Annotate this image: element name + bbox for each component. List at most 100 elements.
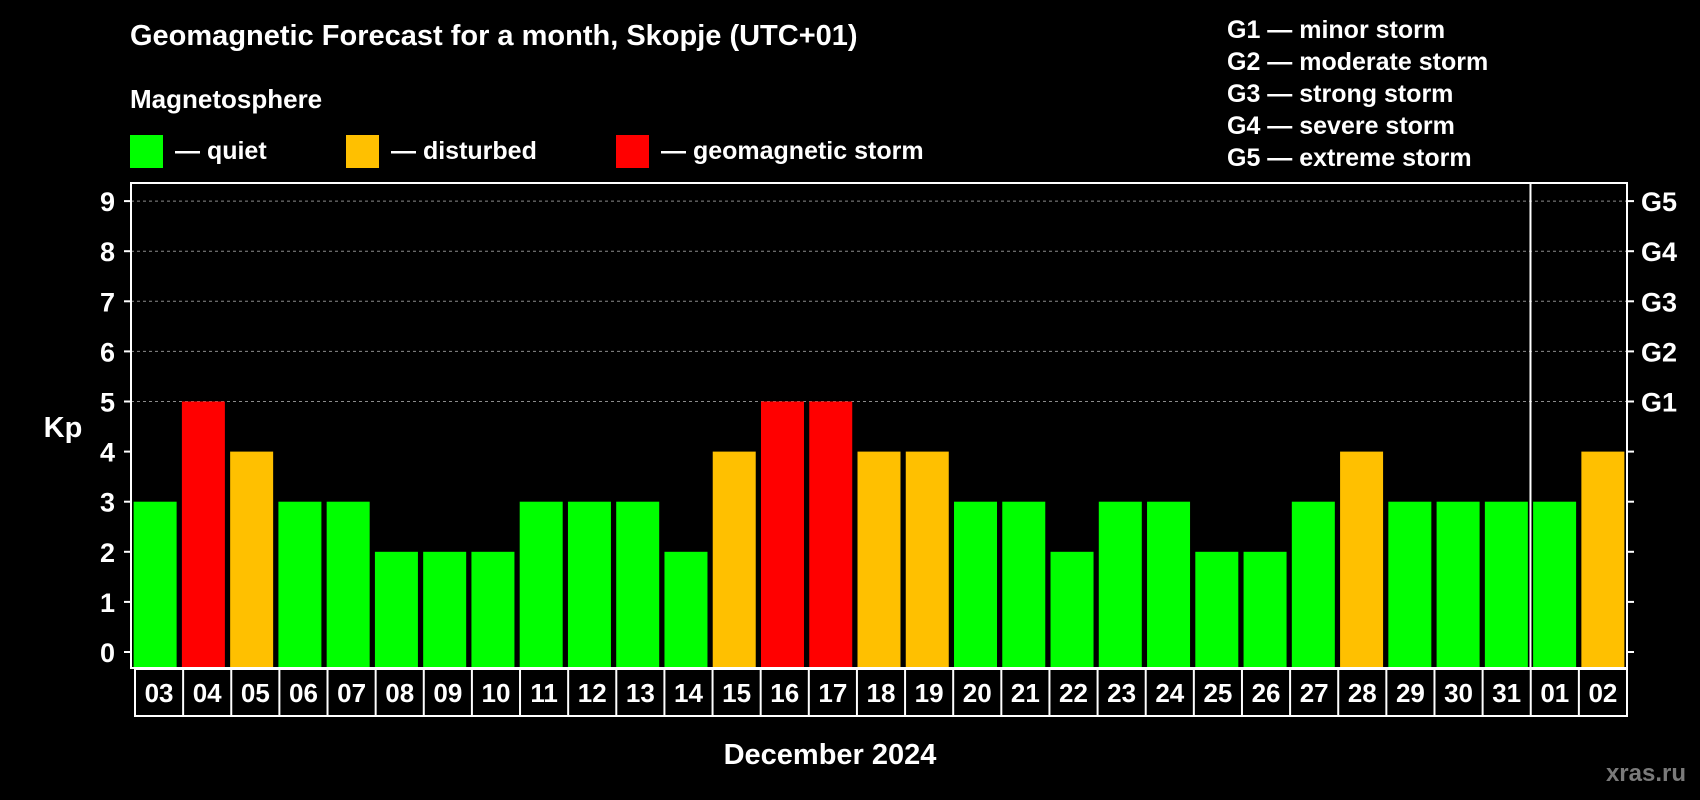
legend-heading: Magnetosphere xyxy=(130,84,323,114)
bar-15 xyxy=(712,451,756,668)
g-scale-g2: G2 — moderate storm xyxy=(1227,48,1489,76)
bar-22 xyxy=(1050,551,1094,668)
bar-11 xyxy=(519,501,563,668)
x-axis-label: December 2024 xyxy=(724,739,937,771)
y-tick-label: 3 xyxy=(100,488,115,518)
legend-quiet-swatch xyxy=(130,134,163,168)
y-axis-label: Kp xyxy=(44,412,83,444)
x-tick-label-26: 26 xyxy=(1252,678,1281,708)
x-tick-label-19: 19 xyxy=(915,678,944,708)
bar-16 xyxy=(760,401,804,668)
g-scale-g4: G4 — severe storm xyxy=(1227,112,1455,140)
legend-storm-label: — geomagnetic storm xyxy=(661,136,924,165)
bar-12 xyxy=(567,501,611,668)
x-tick-label-31: 31 xyxy=(1492,678,1521,708)
bar-24 xyxy=(1147,501,1191,668)
x-tick-label-25: 25 xyxy=(1203,678,1232,708)
bar-29 xyxy=(1388,501,1432,668)
x-tick-label-05: 05 xyxy=(241,678,270,708)
bar-23 xyxy=(1098,501,1142,668)
bar-08 xyxy=(374,551,418,668)
bar-13 xyxy=(616,501,660,668)
bar-25 xyxy=(1195,551,1239,668)
g-scale-legend: G1 — minor storm G2 — moderate storm G3 … xyxy=(1227,14,1488,174)
x-tick-label-16: 16 xyxy=(770,678,799,708)
x-tick-label-02: 02 xyxy=(1588,678,1617,708)
x-tick-label-07: 07 xyxy=(337,678,366,708)
bar-28 xyxy=(1340,451,1384,668)
x-tick-label-06: 06 xyxy=(289,678,318,708)
chart-bars xyxy=(133,401,1625,668)
x-tick-label-17: 17 xyxy=(818,678,847,708)
x-tick-label-29: 29 xyxy=(1396,678,1425,708)
x-tick-label-04: 04 xyxy=(193,678,222,708)
x-tick-label-28: 28 xyxy=(1348,678,1377,708)
g-level-label-g3: G3 xyxy=(1641,287,1677,317)
bar-21 xyxy=(1002,501,1046,668)
x-tick-label-10: 10 xyxy=(482,678,511,708)
legend-storm: — geomagnetic storm xyxy=(616,134,924,168)
legend-quiet: — quiet xyxy=(130,134,267,168)
bar-05 xyxy=(230,451,274,668)
bar-19 xyxy=(905,451,949,668)
bar-06 xyxy=(278,501,322,668)
bar-09 xyxy=(423,551,467,668)
legend-quiet-label: — quiet xyxy=(175,136,267,165)
g-level-label-g5: G5 xyxy=(1641,187,1677,217)
x-tick-label-18: 18 xyxy=(867,678,896,708)
bar-10 xyxy=(471,551,515,668)
bar-31 xyxy=(1484,501,1528,668)
bar-01 xyxy=(1533,501,1577,668)
bar-02 xyxy=(1581,451,1625,668)
x-tick-label-14: 14 xyxy=(674,678,703,708)
y-tick-label: 5 xyxy=(100,388,115,418)
bar-07 xyxy=(326,501,370,668)
bar-03 xyxy=(133,501,177,668)
y-tick-label: 1 xyxy=(100,588,115,618)
page-title: Geomagnetic Forecast for a month, Skopje… xyxy=(130,20,858,52)
y-tick-label: 8 xyxy=(100,237,115,267)
bar-18 xyxy=(857,451,901,668)
x-tick-label-21: 21 xyxy=(1011,678,1040,708)
bar-26 xyxy=(1243,551,1287,668)
g-level-label-g1: G1 xyxy=(1641,388,1677,418)
x-tick-label-08: 08 xyxy=(385,678,414,708)
watermark: xras.ru xyxy=(1605,760,1686,787)
legend-storm-swatch xyxy=(616,134,649,168)
x-tick-label-15: 15 xyxy=(722,678,751,708)
x-tick-label-22: 22 xyxy=(1059,678,1088,708)
g-scale-g1: G1 — minor storm xyxy=(1227,16,1446,44)
bar-27 xyxy=(1291,501,1335,668)
x-tick-label-24: 24 xyxy=(1155,678,1184,708)
y-tick-label: 2 xyxy=(100,538,115,568)
x-tick-label-13: 13 xyxy=(626,678,655,708)
bar-17 xyxy=(809,401,853,668)
x-axis-day-cells: 03 04 05 06 07 08 09 10 11 12 13 14 15 16 17 18 19 20 21 22… xyxy=(134,668,1628,717)
x-tick-label-23: 23 xyxy=(1107,678,1136,708)
bar-20 xyxy=(954,501,998,668)
g-scale-g3: G3 — strong storm xyxy=(1227,80,1454,108)
day-cell-strip xyxy=(134,668,1628,717)
x-tick-label-11: 11 xyxy=(530,678,558,708)
x-tick-label-27: 27 xyxy=(1300,678,1329,708)
y-tick-label: 7 xyxy=(100,287,115,317)
bar-30 xyxy=(1436,501,1480,668)
g-scale-g5: G5 — extreme storm xyxy=(1227,144,1472,172)
y-tick-label: 9 xyxy=(100,187,115,217)
x-tick-label-20: 20 xyxy=(963,678,992,708)
y-tick-label: 0 xyxy=(100,638,115,668)
legend-disturbed-swatch xyxy=(346,134,379,168)
x-tick-label-12: 12 xyxy=(578,678,607,708)
x-tick-label-09: 09 xyxy=(433,678,462,708)
bar-04 xyxy=(181,401,225,668)
axis-ticks: 0 1 2 3 4 5 6 7 8 9 G1 G2 G3 G4 G5 xyxy=(100,187,1677,668)
bar-14 xyxy=(664,551,708,668)
x-tick-label-01: 01 xyxy=(1540,678,1569,708)
x-tick-label-30: 30 xyxy=(1444,678,1473,708)
g-level-label-g4: G4 xyxy=(1641,237,1677,267)
y-tick-label: 6 xyxy=(100,337,115,367)
g-level-label-g2: G2 xyxy=(1641,337,1677,367)
y-tick-label: 4 xyxy=(100,438,115,468)
legend-disturbed: — disturbed xyxy=(346,134,537,168)
